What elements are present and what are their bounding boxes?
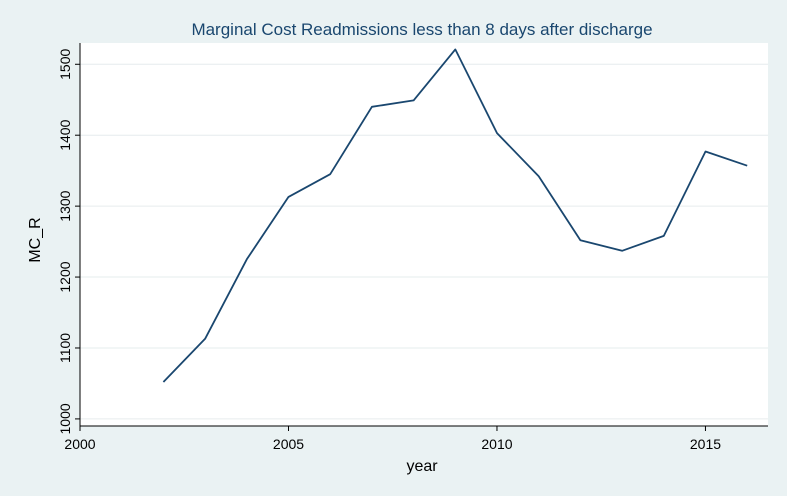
x-tick-label: 2015 [690,436,721,452]
y-tick-label: 1300 [57,190,73,221]
plot-area [80,43,768,426]
x-tick-label: 2005 [273,436,304,452]
series-line [162,48,748,383]
y-axis-label: MC_R [27,217,44,262]
y-tick-label: 1200 [57,261,73,292]
y-tick-label: 1400 [57,119,73,150]
chart-title: Marginal Cost Readmissions less than 8 d… [191,20,652,39]
series-layer [162,48,748,383]
y-tick-label: 1500 [57,48,73,79]
grid-lines [80,63,768,420]
axes: 1000 1100 1200 1300 1400 1500 2000 2005 2010 2015 [57,43,768,452]
y-tick-label: 1100 [57,333,73,363]
x-axis-label: year [406,458,438,475]
x-tick-label: 2010 [481,436,512,452]
x-tick-label: 2000 [64,436,95,452]
y-tick-label: 1000 [57,403,73,434]
